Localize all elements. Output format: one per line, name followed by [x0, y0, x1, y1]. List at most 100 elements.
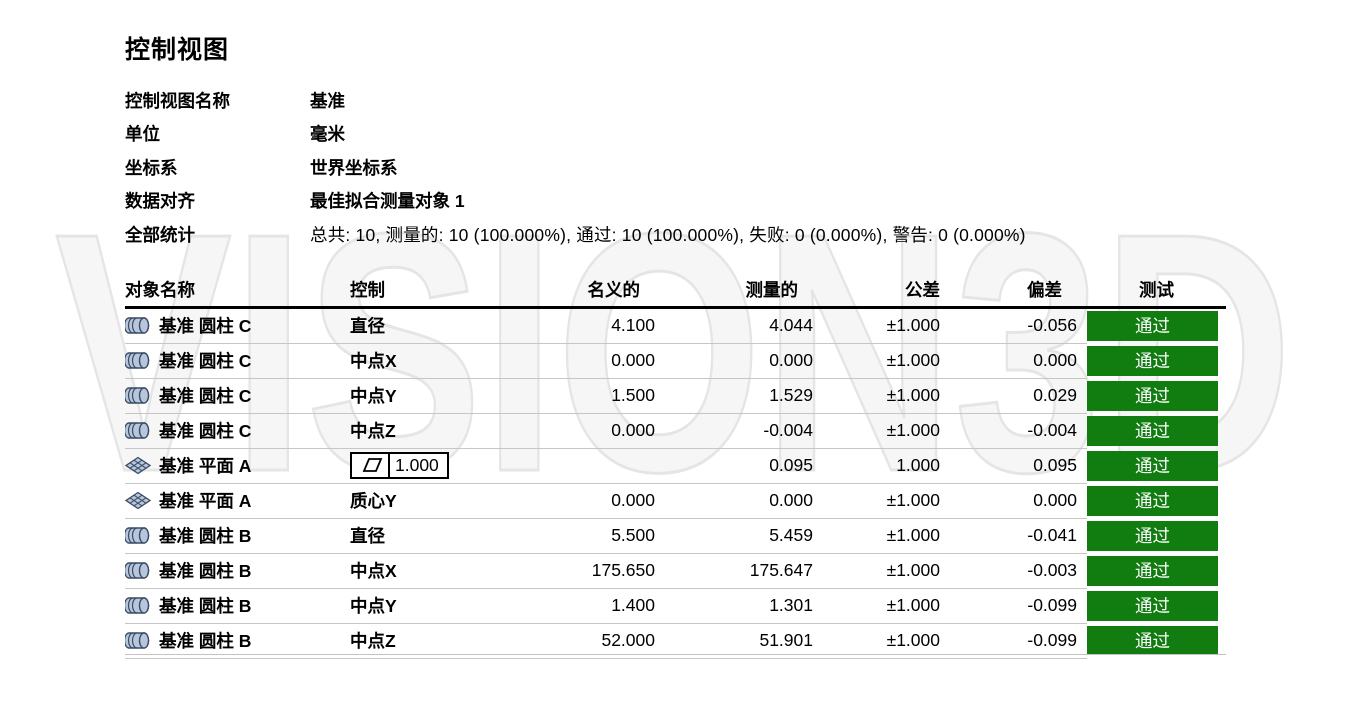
- measured-value: 51.901: [655, 623, 813, 659]
- table-row[interactable]: 基准 平面 A 1.000 0.095 1.000 0.095 通过: [125, 448, 1226, 484]
- header-object-name: 对象名称: [125, 274, 347, 309]
- table-body: 基准 圆柱 C 直径 4.100 4.044 ±1.000 -0.056 通过: [125, 307, 1226, 659]
- nominal-value: 5.500: [504, 518, 655, 554]
- control-name: 直径: [350, 526, 385, 546]
- measured-value: 1.529: [655, 378, 813, 414]
- nominal-value: 1.400: [504, 588, 655, 624]
- pass-badge: 通过: [1087, 520, 1218, 551]
- meta-value: 世界坐标系: [310, 157, 398, 178]
- meta-row: 坐标系 世界坐标系: [125, 155, 1026, 188]
- object-name: 基准 圆柱 C: [159, 421, 252, 441]
- deviation-value: -0.003: [940, 553, 1077, 589]
- table-header-row: 对象名称 控制 名义的 测量的 公差 偏差 测试: [125, 274, 1226, 309]
- table-row[interactable]: 基准 圆柱 B 直径 5.500 5.459 ±1.000 -0.041 通过: [125, 518, 1226, 554]
- meta-label: 坐标系: [125, 157, 178, 178]
- plane-icon: [125, 491, 151, 510]
- cylinder-icon: [125, 386, 151, 405]
- control-name: 直径: [350, 316, 385, 336]
- measured-value: 1.301: [655, 588, 813, 624]
- pass-badge: 通过: [1087, 345, 1218, 376]
- tolerance-value: ±1.000: [813, 623, 940, 659]
- pass-badge: 通过: [1087, 625, 1218, 656]
- nominal-value: 1.500: [504, 378, 655, 414]
- pass-badge: 通过: [1087, 310, 1218, 341]
- cylinder-icon: [125, 421, 151, 440]
- object-name: 基准 圆柱 C: [159, 316, 252, 336]
- page-title: 控制视图: [125, 36, 230, 64]
- tolerance-value: ±1.000: [813, 413, 940, 449]
- header-test: 测试: [1087, 274, 1226, 309]
- nominal-value: 175.650: [504, 553, 655, 589]
- meta-label: 数据对齐: [125, 191, 195, 212]
- table-row[interactable]: 基准 圆柱 C 中点Z 0.000 -0.004 ±1.000 -0.004 通…: [125, 413, 1226, 449]
- cylinder-icon: [125, 526, 151, 545]
- pass-badge: 通过: [1087, 555, 1218, 586]
- tolerance-value: ±1.000: [813, 518, 940, 554]
- nominal-value: 4.100: [504, 307, 655, 344]
- table-row[interactable]: 基准 圆柱 B 中点Z 52.000 51.901 ±1.000 -0.099 …: [125, 623, 1226, 659]
- cylinder-icon: [125, 316, 151, 335]
- object-name: 基准 圆柱 B: [159, 596, 252, 616]
- deviation-value: -0.056: [940, 307, 1077, 344]
- measured-value: 4.044: [655, 307, 813, 344]
- tolerance-value: ±1.000: [813, 343, 940, 379]
- deviation-value: 0.095: [940, 448, 1077, 484]
- meta-row: 全部统计 总共: 10, 测量的: 10 (100.000%), 通过: 10 (…: [125, 222, 1026, 255]
- control-name: 中点Y: [350, 596, 397, 616]
- header-gap: [1077, 274, 1087, 309]
- nominal-value: 0.000: [504, 343, 655, 379]
- tolerance-value: ±1.000: [813, 483, 940, 519]
- object-name: 基准 圆柱 B: [159, 631, 252, 651]
- table-bottom-border: [125, 654, 1226, 656]
- meta-value: 最佳拟合测量对象 1: [310, 191, 465, 212]
- object-name: 基准 平面 A: [159, 491, 252, 511]
- control-table-wrap: 对象名称 控制 名义的 测量的 公差 偏差 测试: [125, 274, 1226, 659]
- metadata-block: 控制视图名称 基准 单位 毫米 坐标系 世界坐标系 数据对齐 最佳拟合测量对象 1 全部…: [125, 88, 1026, 255]
- pass-badge: 通过: [1087, 415, 1218, 446]
- meta-label: 全部统计: [125, 224, 195, 245]
- table-row[interactable]: 基准 圆柱 C 直径 4.100 4.044 ±1.000 -0.056 通过: [125, 307, 1226, 344]
- table-row[interactable]: 基准 平面 A 质心Y 0.000 0.000 ±1.000 0.000 通过: [125, 483, 1226, 519]
- object-name: 基准 平面 A: [159, 456, 252, 476]
- tolerance-value: ±1.000: [813, 378, 940, 414]
- tolerance-value: ±1.000: [813, 588, 940, 624]
- measured-value: 0.000: [655, 343, 813, 379]
- flatness-tolerance-value: 1.000: [395, 454, 439, 475]
- measured-value: 5.459: [655, 518, 813, 554]
- cylinder-icon: [125, 561, 151, 580]
- nominal-value: 52.000: [504, 623, 655, 659]
- deviation-value: 0.000: [940, 483, 1077, 519]
- deviation-value: 0.000: [940, 343, 1077, 379]
- deviation-value: 0.029: [940, 378, 1077, 414]
- tolerance-value: ±1.000: [813, 553, 940, 589]
- meta-value: 基准: [310, 91, 345, 111]
- control-name: 中点X: [350, 351, 397, 371]
- table-row[interactable]: 基准 圆柱 C 中点Y 1.500 1.529 ±1.000 0.029 通过: [125, 378, 1226, 414]
- meta-label: 单位: [125, 124, 160, 145]
- table-row[interactable]: 基准 圆柱 B 中点Y 1.400 1.301 ±1.000 -0.099 通过: [125, 588, 1226, 624]
- deviation-value: -0.041: [940, 518, 1077, 554]
- control-table: 对象名称 控制 名义的 测量的 公差 偏差 测试: [125, 274, 1226, 659]
- cylinder-icon: [125, 631, 151, 650]
- control-name: 中点Z: [350, 421, 396, 441]
- control-name: 中点Z: [350, 631, 396, 651]
- pass-badge: 通过: [1087, 485, 1218, 516]
- cylinder-icon: [125, 596, 151, 615]
- meta-row: 数据对齐 最佳拟合测量对象 1: [125, 188, 1026, 221]
- meta-row: 单位 毫米: [125, 121, 1026, 154]
- flatness-control-frame: 1.000: [350, 451, 449, 479]
- pass-badge: 通过: [1087, 450, 1218, 481]
- table-row[interactable]: 基准 圆柱 C 中点X 0.000 0.000 ±1.000 0.000 通过: [125, 343, 1226, 379]
- measured-value: -0.004: [655, 413, 813, 449]
- meta-label: 控制视图名称: [125, 91, 230, 111]
- measured-value: 0.000: [655, 483, 813, 519]
- table-row[interactable]: 基准 圆柱 B 中点X 175.650 175.647 ±1.000 -0.00…: [125, 553, 1226, 589]
- nominal-value: 0.000: [504, 413, 655, 449]
- pass-badge: 通过: [1087, 590, 1218, 621]
- tolerance-value: 1.000: [813, 448, 940, 484]
- header-tolerance: 公差: [813, 274, 940, 309]
- object-name: 基准 圆柱 B: [159, 561, 252, 581]
- deviation-value: -0.099: [940, 623, 1077, 659]
- meta-value: 总共: 10, 测量的: 10 (100.000%), 通过: 10 (100.…: [310, 224, 1026, 245]
- measured-value: 175.647: [655, 553, 813, 589]
